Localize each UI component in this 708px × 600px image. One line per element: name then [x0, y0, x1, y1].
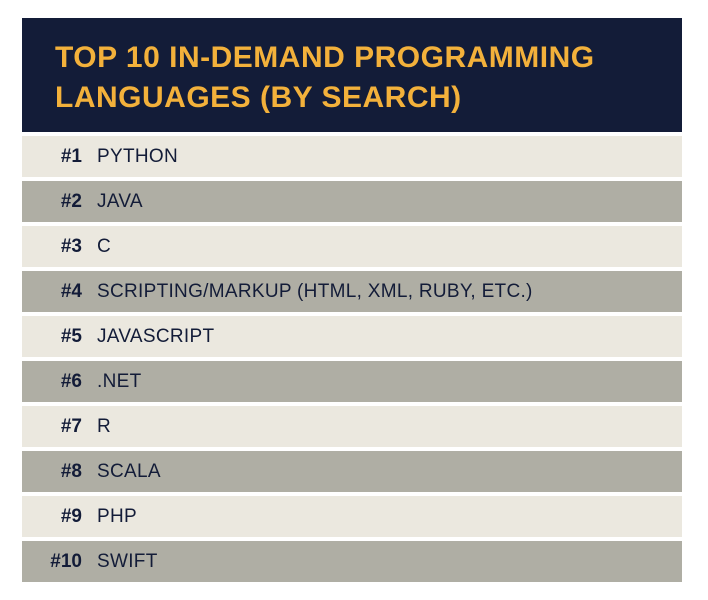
list-row: #2 JAVA	[22, 181, 682, 222]
rank-label: #3	[60, 235, 82, 257]
language-name: JAVA	[97, 190, 143, 212]
rank-label: #7	[60, 415, 82, 437]
language-name: SCALA	[97, 460, 161, 482]
language-name: SWIFT	[97, 550, 158, 572]
language-name: PHP	[97, 505, 137, 527]
title: TOP 10 IN-DEMAND PROGRAMMING LANGUAGES (…	[55, 41, 595, 114]
rank-label: #2	[60, 190, 82, 212]
rank-label: #4	[60, 280, 82, 302]
rank-label: #6	[60, 370, 82, 392]
language-name: .NET	[97, 370, 142, 392]
language-name: PYTHON	[97, 145, 178, 167]
rank-label: #10	[50, 550, 82, 572]
list-row: #6 .NET	[22, 361, 682, 402]
language-name: SCRIPTING/MARKUP (HTML, XML, RUBY, ETC.)	[97, 280, 533, 302]
list-row: #7 R	[22, 406, 682, 447]
list-row: #3 C	[22, 226, 682, 267]
list-row: #1 PYTHON	[22, 136, 682, 177]
header: TOP 10 IN-DEMAND PROGRAMMING LANGUAGES (…	[22, 18, 682, 132]
list-row: #4 SCRIPTING/MARKUP (HTML, XML, RUBY, ETC…	[22, 271, 682, 312]
rank-label: #8	[60, 460, 82, 482]
rank-label: #5	[60, 325, 82, 347]
language-name: R	[97, 415, 112, 437]
language-name: JAVASCRIPT	[97, 325, 215, 347]
rank-label: #1	[60, 145, 82, 167]
list-row: #10 SWIFT	[22, 541, 682, 582]
language-name: C	[97, 235, 112, 257]
list-row: #8 SCALA	[22, 451, 682, 492]
rank-label: #9	[60, 505, 82, 527]
list-row: #5 JAVASCRIPT	[22, 316, 682, 357]
list-row: #9 PHP	[22, 496, 682, 537]
